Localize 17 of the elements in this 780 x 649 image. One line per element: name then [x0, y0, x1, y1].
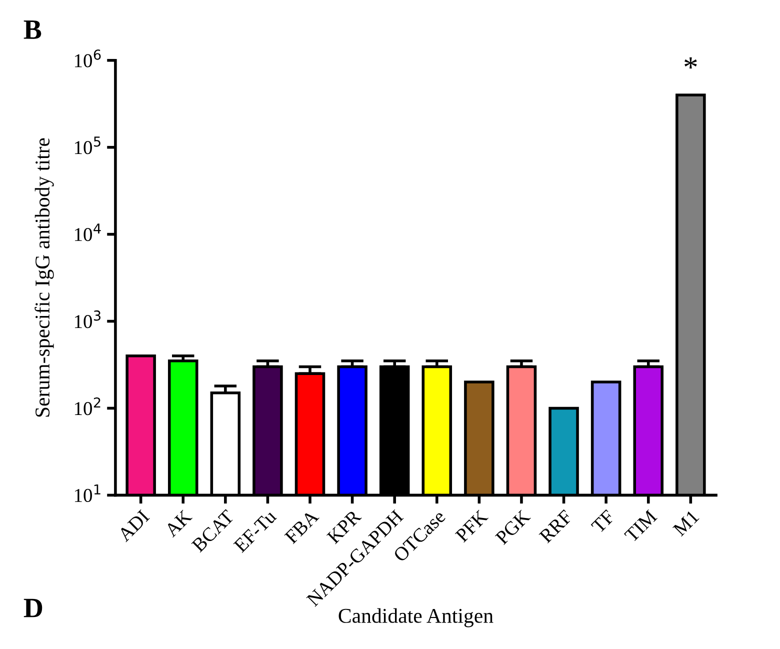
x-tick-label: PFK [454, 509, 489, 543]
text: B [24, 20, 42, 39]
text: D [24, 598, 42, 618]
y-axis-title: Serum-specific IgG antibody titre [34, 138, 54, 417]
y-tick-label: 10$^{1}$ [74, 484, 100, 502]
y-tick-label: 10$^{2}$ [74, 397, 100, 416]
annotation: * [684, 57, 697, 69]
x-tick-label: TF [590, 509, 616, 534]
x-tick-label: AK [164, 508, 193, 538]
x-tick-label: TIM [624, 509, 658, 543]
y-tick-label: 10$^{4}$ [74, 224, 101, 242]
y-tick-label: 10$^{6}$ [74, 50, 101, 68]
y-tick-label: 10$^{3}$ [74, 310, 100, 328]
x-tick-label: ADI [116, 509, 150, 542]
x-axis-title: Candidate Antigen [338, 608, 494, 628]
y-tick-label: 10$^{5}$ [74, 136, 100, 154]
x-tick-label: M1 [672, 510, 700, 537]
